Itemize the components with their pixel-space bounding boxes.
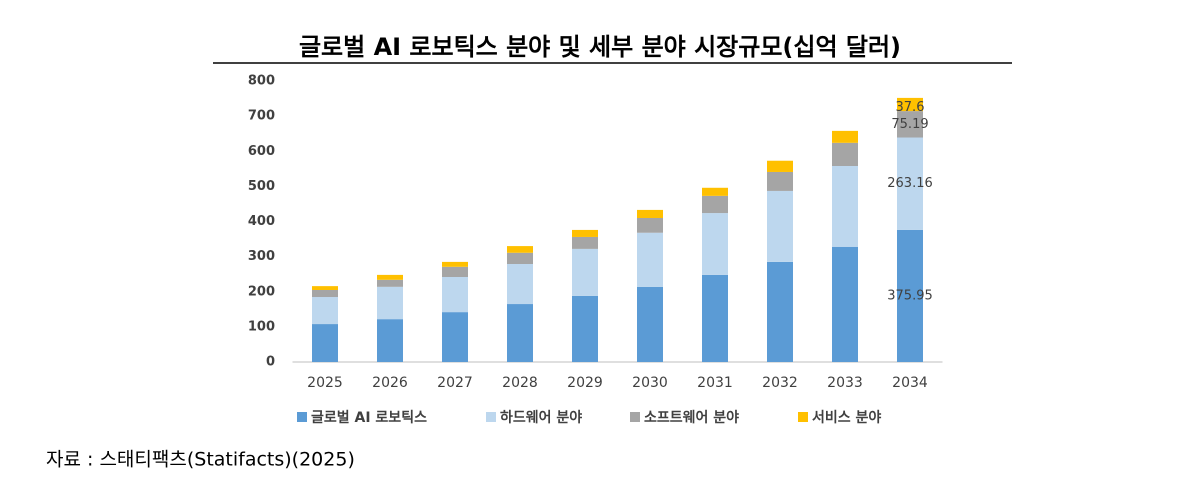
bar-segment (442, 312, 468, 362)
y-tick-label: 0 (266, 355, 275, 370)
bar-segment (832, 166, 858, 247)
bar-segment (637, 217, 663, 233)
legend-label: 소프트웨어 분야 (644, 409, 739, 426)
data-label: 75.19 (891, 117, 928, 132)
y-tick-label: 700 (248, 109, 275, 124)
bar-segment (507, 304, 533, 362)
legend-label: 서비스 분야 (812, 409, 881, 426)
bar-segment (312, 324, 338, 362)
bar-segment (507, 252, 533, 265)
bar-segment (637, 286, 663, 362)
legend-swatch (486, 412, 496, 422)
y-tick-label: 300 (248, 249, 275, 264)
legend-label: 글로벌 AI 로보틱스 (311, 409, 427, 426)
bar-segment (767, 171, 793, 191)
y-tick-label: 400 (248, 214, 275, 229)
x-tick-label: 2025 (307, 375, 343, 391)
x-tick-label: 2033 (827, 375, 863, 391)
bar-segment (897, 111, 923, 138)
bar-segment (507, 246, 533, 253)
y-tick-label: 100 (248, 319, 275, 334)
bar-segment (767, 261, 793, 362)
bar-segment (702, 187, 728, 196)
bar-segment (312, 297, 338, 325)
bar-segment (702, 274, 728, 362)
bar-segment (702, 213, 728, 275)
bar-segment (442, 266, 468, 277)
data-label: 375.95 (887, 288, 933, 303)
bar-segment (572, 236, 598, 249)
legend-swatch (798, 412, 808, 422)
bar-segment (572, 229, 598, 237)
bar-segment (637, 232, 663, 287)
x-tick-label: 2029 (567, 375, 603, 391)
bar-segment (832, 142, 858, 167)
bar-segment (377, 279, 403, 287)
x-tick-label: 2028 (502, 375, 538, 391)
x-tick-label: 2026 (372, 375, 408, 391)
x-tick-label: 2027 (437, 375, 473, 391)
bar-segment (377, 274, 403, 280)
bar-segment (702, 195, 728, 214)
x-tick-label: 2030 (632, 375, 668, 391)
bar-segment (312, 286, 338, 290)
bar-segment (442, 261, 468, 267)
bar-segment (572, 295, 598, 362)
x-tick-label: 2032 (762, 375, 798, 391)
bar-segment (832, 246, 858, 362)
bar-segment (832, 130, 858, 143)
y-tick-label: 600 (248, 144, 275, 159)
bar-segment (767, 190, 793, 262)
bar-segment (377, 286, 403, 320)
data-label: 37.6 (896, 100, 925, 115)
legend-swatch (630, 412, 640, 422)
y-tick-label: 800 (248, 74, 275, 89)
bar-segment (897, 229, 923, 362)
bar-segment (637, 209, 663, 218)
y-tick-label: 500 (248, 179, 275, 194)
bar-segment (897, 137, 923, 230)
bar-segment (897, 97, 923, 112)
y-tick-label: 200 (248, 284, 275, 299)
chart-title: 글로벌 AI 로보틱스 분야 및 세부 분야 시장규모(십억 달러) (299, 33, 901, 61)
x-tick-label: 2034 (892, 375, 928, 391)
source: 자료 : 스태티팩츠(Statifacts)(2025) (46, 449, 355, 471)
legend-swatch (297, 412, 307, 422)
bar-segment (767, 160, 793, 172)
data-label: 263.16 (887, 176, 933, 191)
bar-segment (507, 264, 533, 305)
bar-segment (312, 289, 338, 298)
bar-segment (572, 248, 598, 296)
x-tick-label: 2031 (697, 375, 733, 391)
bar-segment (442, 276, 468, 313)
legend-label: 하드웨어 분야 (500, 409, 582, 426)
bar-segment (377, 319, 403, 362)
